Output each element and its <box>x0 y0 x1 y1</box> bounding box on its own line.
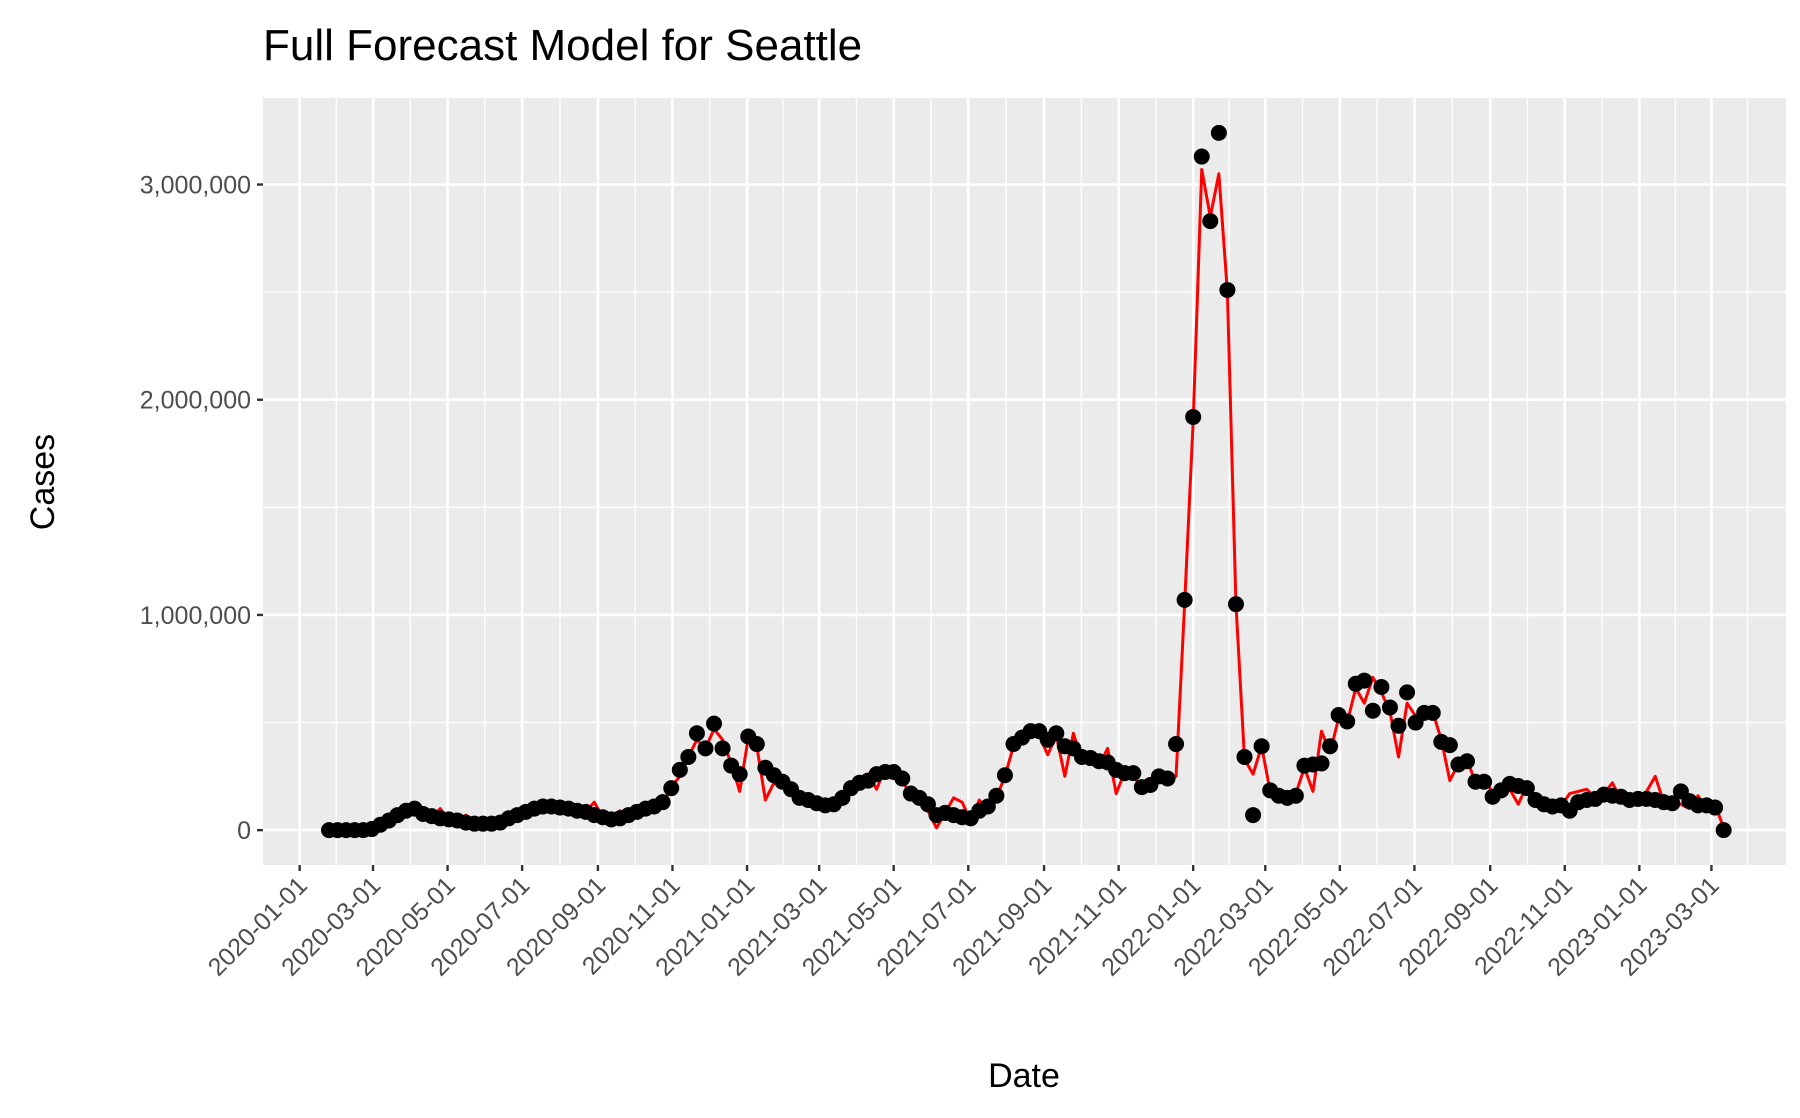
data-point <box>1176 591 1193 608</box>
data-point <box>1424 704 1441 721</box>
data-point <box>1185 408 1202 425</box>
data-point <box>1210 124 1227 141</box>
data-point <box>1441 737 1458 754</box>
data-point <box>1476 773 1493 790</box>
y-axis-title: Cases <box>24 434 62 530</box>
y-tick-label: 0 <box>237 817 251 845</box>
data-point <box>1313 755 1330 772</box>
data-point <box>1202 213 1219 230</box>
data-point <box>919 796 936 813</box>
data-point <box>688 725 705 742</box>
data-point <box>1339 713 1356 730</box>
data-point <box>1219 281 1236 298</box>
y-tick-label: 2,000,000 <box>140 387 251 415</box>
data-point <box>680 748 697 765</box>
data-point <box>748 736 765 753</box>
y-tick-label: 3,000,000 <box>140 172 251 200</box>
data-point <box>1048 725 1065 742</box>
data-point <box>1373 679 1390 696</box>
data-point <box>1664 795 1681 812</box>
data-point <box>706 715 723 732</box>
data-point <box>1399 684 1416 701</box>
data-point <box>1227 596 1244 613</box>
data-point <box>1381 699 1398 716</box>
y-tick-label: 1,000,000 <box>140 602 251 630</box>
data-point <box>1364 702 1381 719</box>
data-point <box>1245 807 1262 824</box>
chart-title: Full Forecast Model for Seattle <box>263 21 862 70</box>
data-point <box>1707 799 1724 816</box>
x-axis-title: Date <box>988 1057 1060 1095</box>
data-point <box>731 766 748 783</box>
data-point <box>1253 738 1270 755</box>
data-point <box>1322 738 1339 755</box>
data-point <box>1236 748 1253 765</box>
data-point <box>1458 753 1475 770</box>
data-point <box>894 770 911 787</box>
data-point <box>671 761 688 778</box>
data-point <box>1356 672 1373 689</box>
data-point <box>1159 770 1176 787</box>
data-point <box>1168 736 1185 753</box>
data-point <box>654 794 671 811</box>
data-point <box>1518 780 1535 797</box>
data-point <box>988 787 1005 804</box>
data-point <box>1390 717 1407 734</box>
data-point <box>663 780 680 797</box>
data-point <box>1125 765 1142 782</box>
data-point <box>1287 787 1304 804</box>
data-point <box>996 767 1013 784</box>
plot-panel <box>263 98 1786 865</box>
data-point <box>1715 822 1732 839</box>
data-point <box>1193 148 1210 165</box>
data-point <box>714 740 731 757</box>
data-point <box>979 798 996 815</box>
data-point <box>697 740 714 757</box>
